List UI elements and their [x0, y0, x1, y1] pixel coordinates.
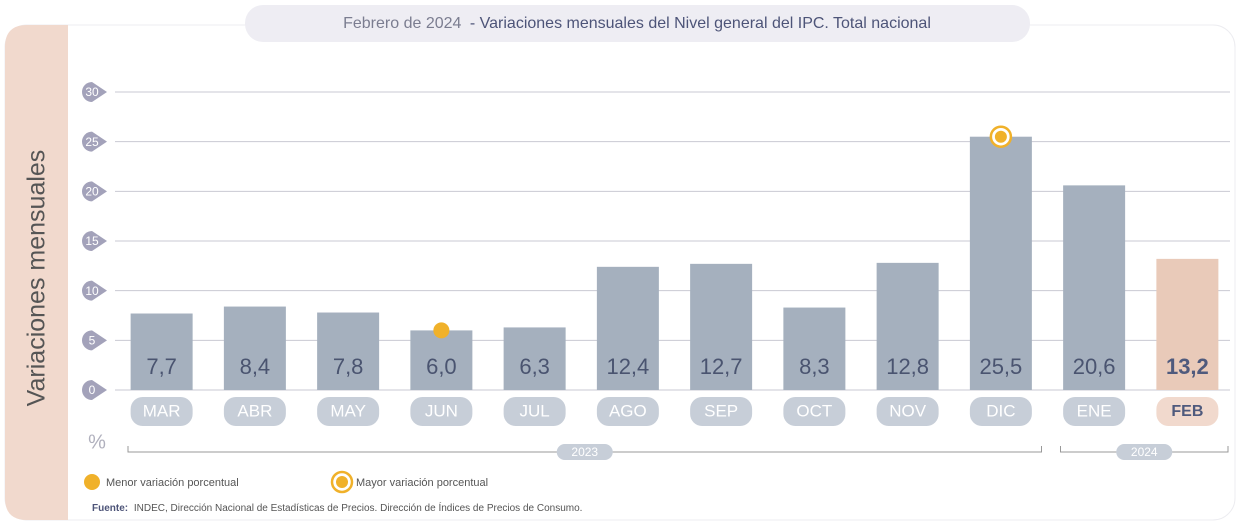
y-tick-label: 20	[85, 185, 99, 199]
bar	[783, 307, 846, 390]
value-label: 12,8	[886, 354, 929, 379]
value-label: 12,4	[606, 354, 649, 379]
year-pill	[1116, 444, 1173, 460]
x-tick-label: MAY	[330, 401, 366, 420]
y-tick-label: 25	[85, 135, 99, 149]
x-tick-label: ABR	[237, 401, 272, 420]
value-label: 7,8	[333, 354, 364, 379]
category-pill	[969, 397, 1032, 426]
side-panel	[5, 25, 68, 520]
value-label: 6,3	[519, 354, 550, 379]
category-pill	[223, 397, 286, 426]
bar	[223, 306, 286, 390]
x-tick-label: AGO	[609, 401, 647, 420]
marker-dot	[84, 474, 100, 490]
legend-label: Menor variación porcentual	[106, 477, 239, 489]
x-tick-label: NOV	[889, 401, 927, 420]
y-axis-label: Variaciones mensuales	[23, 150, 51, 407]
y-tick-badge	[82, 181, 107, 202]
y-tick-label: 0	[89, 383, 96, 397]
year-label: 2024	[1131, 445, 1158, 459]
y-tick-badge	[82, 131, 107, 152]
x-tick-label: JUN	[425, 401, 458, 420]
y-tick-label: 30	[85, 85, 99, 99]
bar	[690, 263, 753, 390]
bar	[410, 330, 473, 390]
source-label: Fuente:	[92, 503, 128, 514]
category-pill	[130, 397, 193, 426]
value-label: 20,6	[1073, 354, 1116, 379]
title-date: Febrero de 2024	[343, 15, 461, 32]
legend-label: Mayor variación porcentual	[356, 477, 488, 489]
category-pill	[596, 397, 659, 426]
y-tick-label: 5	[89, 334, 96, 348]
category-pill	[783, 397, 846, 426]
source: Fuente: INDEC, Dirección Nacional de Est…	[92, 501, 582, 514]
bar	[1156, 258, 1219, 390]
x-tick-label: DIC	[986, 401, 1015, 420]
y-tick-badge	[82, 231, 107, 251]
y-tick-badge	[82, 280, 107, 301]
y-tick-badge	[82, 330, 107, 351]
x-tick-label: JUL	[520, 401, 550, 420]
value-label: 25,5	[979, 354, 1022, 379]
title-text: - Variaciones mensuales del Nivel genera…	[470, 15, 931, 32]
category-pill	[1063, 397, 1126, 426]
source-text: INDEC, Dirección Nacional de Estadística…	[134, 501, 583, 514]
bar	[503, 327, 566, 390]
category-pill	[876, 397, 939, 426]
value-label: 13,2	[1166, 354, 1209, 379]
marker-core	[336, 476, 348, 488]
chart-title: Febrero de 2024 - Variaciones mensuales …	[343, 15, 931, 32]
x-tick-label: MAR	[143, 401, 181, 420]
year-pill	[556, 444, 613, 460]
category-pill	[1156, 397, 1219, 426]
year-label: 2023	[571, 445, 598, 459]
bar	[969, 136, 1032, 390]
bar	[876, 262, 939, 390]
x-tick-label: OCT	[796, 401, 832, 420]
marker-core	[994, 130, 1007, 143]
x-tick-label: SEP	[704, 401, 738, 420]
y-tick-badge	[82, 82, 107, 102]
category-pill	[410, 397, 473, 426]
value-label: 12,7	[700, 354, 743, 379]
value-label: 6,0	[426, 354, 457, 379]
category-pill	[690, 397, 753, 426]
category-pill	[317, 397, 380, 426]
y-tick-label: 15	[85, 234, 99, 248]
value-label: 7,7	[146, 354, 177, 379]
bar	[130, 313, 193, 390]
y-tick-label: 10	[85, 284, 99, 298]
x-tick-label: ENE	[1077, 401, 1112, 420]
unit-label: %	[88, 431, 106, 453]
value-label: 8,4	[240, 354, 271, 379]
marker-dot	[433, 322, 450, 339]
bar	[1063, 185, 1126, 390]
bar	[317, 312, 380, 390]
bar	[596, 266, 659, 390]
value-label: 8,3	[799, 354, 830, 379]
y-tick-badge	[82, 380, 107, 400]
x-tick-label: FEB	[1171, 403, 1203, 420]
category-pill	[503, 397, 566, 426]
title-pill	[245, 5, 1030, 42]
